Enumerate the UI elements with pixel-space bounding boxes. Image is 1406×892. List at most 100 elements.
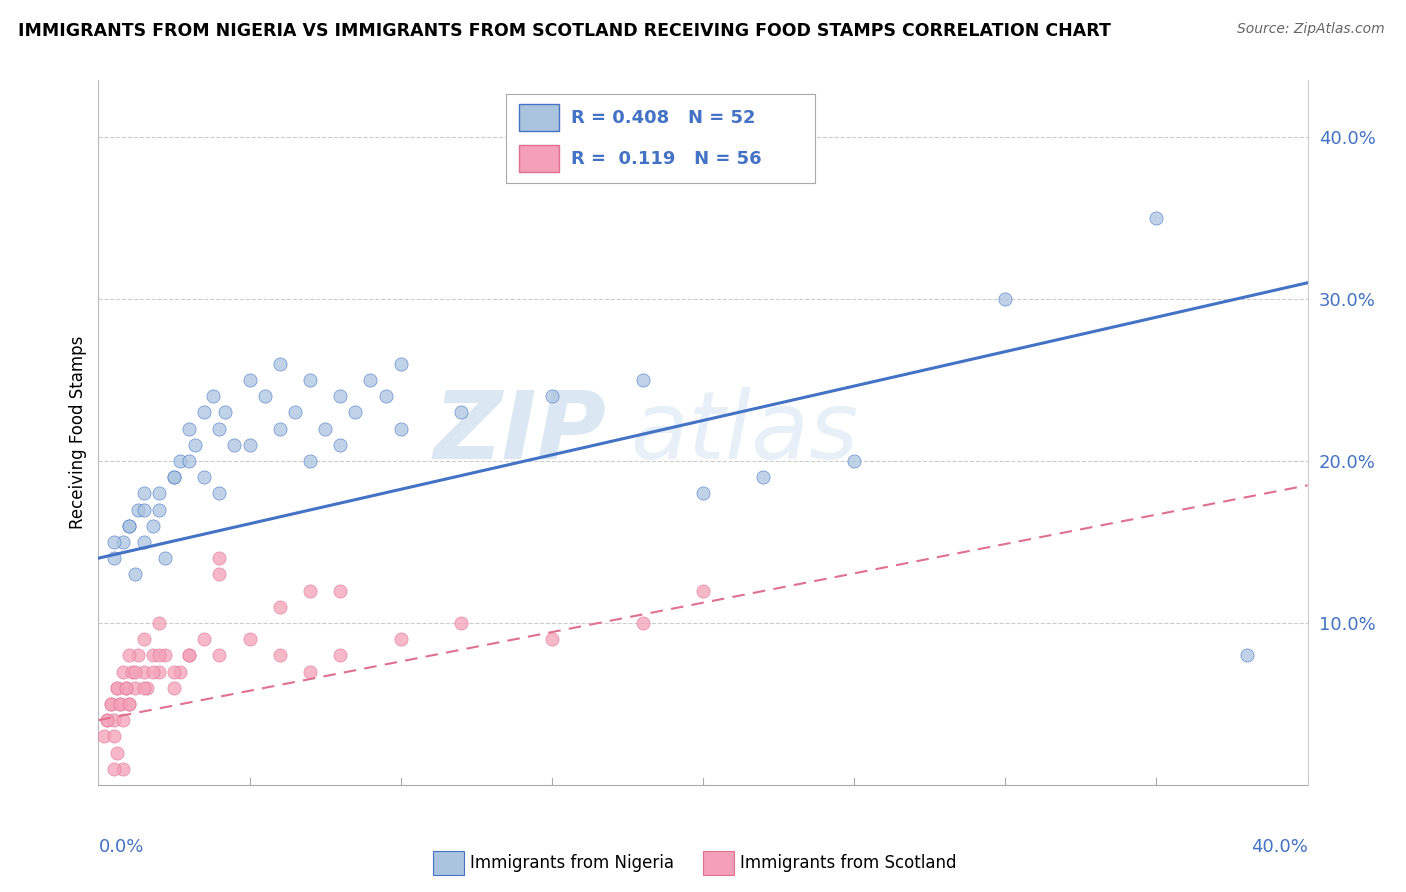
Point <box>450 615 472 630</box>
Point <box>148 615 170 630</box>
Point <box>179 648 201 663</box>
Point <box>163 681 186 695</box>
FancyBboxPatch shape <box>519 145 558 172</box>
Point <box>118 648 141 663</box>
Text: R = 0.408   N = 52: R = 0.408 N = 52 <box>571 109 755 127</box>
Point <box>269 357 291 371</box>
Point <box>132 502 155 516</box>
Text: Source: ZipAtlas.com: Source: ZipAtlas.com <box>1237 22 1385 37</box>
Point <box>208 648 231 663</box>
Point <box>153 648 176 663</box>
Point <box>111 535 134 549</box>
Point <box>108 697 131 711</box>
Point <box>100 697 122 711</box>
Point <box>142 648 165 663</box>
Point <box>1144 211 1167 225</box>
Text: atlas: atlas <box>630 387 859 478</box>
Point <box>121 665 143 679</box>
Point <box>208 567 231 582</box>
Point <box>269 648 291 663</box>
Text: Immigrants from Scotland: Immigrants from Scotland <box>740 854 956 872</box>
Point <box>692 486 714 500</box>
Point <box>844 454 866 468</box>
Point <box>118 518 141 533</box>
Point <box>193 405 215 419</box>
Point <box>329 648 352 663</box>
Point <box>96 713 118 727</box>
Text: IMMIGRANTS FROM NIGERIA VS IMMIGRANTS FROM SCOTLAND RECEIVING FOOD STAMPS CORREL: IMMIGRANTS FROM NIGERIA VS IMMIGRANTS FR… <box>18 22 1111 40</box>
Point <box>344 405 367 419</box>
Point <box>135 681 157 695</box>
Text: R =  0.119   N = 56: R = 0.119 N = 56 <box>571 150 762 168</box>
Point <box>108 697 131 711</box>
Point <box>105 681 128 695</box>
Point <box>127 502 149 516</box>
Point <box>208 551 231 566</box>
Point <box>169 454 191 468</box>
Point <box>540 389 562 403</box>
Point <box>224 438 246 452</box>
Point <box>103 713 125 727</box>
Point <box>127 648 149 663</box>
Point <box>103 535 125 549</box>
Point <box>631 615 654 630</box>
Point <box>360 373 382 387</box>
Point <box>269 599 291 614</box>
Point <box>111 762 134 776</box>
Point <box>299 373 322 387</box>
Point <box>105 746 128 760</box>
Point <box>148 665 170 679</box>
Point <box>142 518 165 533</box>
Point <box>389 632 412 647</box>
Point <box>148 648 170 663</box>
Point <box>124 567 146 582</box>
FancyBboxPatch shape <box>519 104 558 131</box>
Point <box>179 454 201 468</box>
Point <box>193 470 215 484</box>
Point <box>208 486 231 500</box>
Point <box>96 713 118 727</box>
Point <box>299 665 322 679</box>
FancyBboxPatch shape <box>703 851 734 875</box>
Point <box>132 681 155 695</box>
Point <box>111 665 134 679</box>
Point <box>329 583 352 598</box>
Point <box>374 389 396 403</box>
Y-axis label: Receiving Food Stamps: Receiving Food Stamps <box>69 336 87 529</box>
Point <box>132 535 155 549</box>
Point <box>118 518 141 533</box>
Point <box>124 681 146 695</box>
Point <box>114 681 136 695</box>
Text: Immigrants from Nigeria: Immigrants from Nigeria <box>470 854 673 872</box>
Point <box>153 551 176 566</box>
Point <box>329 389 352 403</box>
Text: 0.0%: 0.0% <box>98 838 143 855</box>
Point <box>450 405 472 419</box>
Point <box>148 502 170 516</box>
Point <box>752 470 775 484</box>
Point <box>184 438 207 452</box>
Point <box>93 730 115 744</box>
Point <box>118 697 141 711</box>
Point <box>163 470 186 484</box>
Point <box>100 697 122 711</box>
Point <box>193 632 215 647</box>
Point <box>284 405 307 419</box>
Point <box>239 438 262 452</box>
Point <box>389 421 412 435</box>
Point <box>299 583 322 598</box>
Point <box>631 373 654 387</box>
Point <box>214 405 236 419</box>
Point <box>105 681 128 695</box>
Point <box>103 730 125 744</box>
Point <box>132 632 155 647</box>
Point <box>253 389 276 403</box>
Point <box>142 665 165 679</box>
Point <box>389 357 412 371</box>
Point <box>540 632 562 647</box>
Point <box>111 713 134 727</box>
Point <box>103 762 125 776</box>
Point <box>269 421 291 435</box>
Text: 40.0%: 40.0% <box>1251 838 1308 855</box>
Point <box>179 421 201 435</box>
